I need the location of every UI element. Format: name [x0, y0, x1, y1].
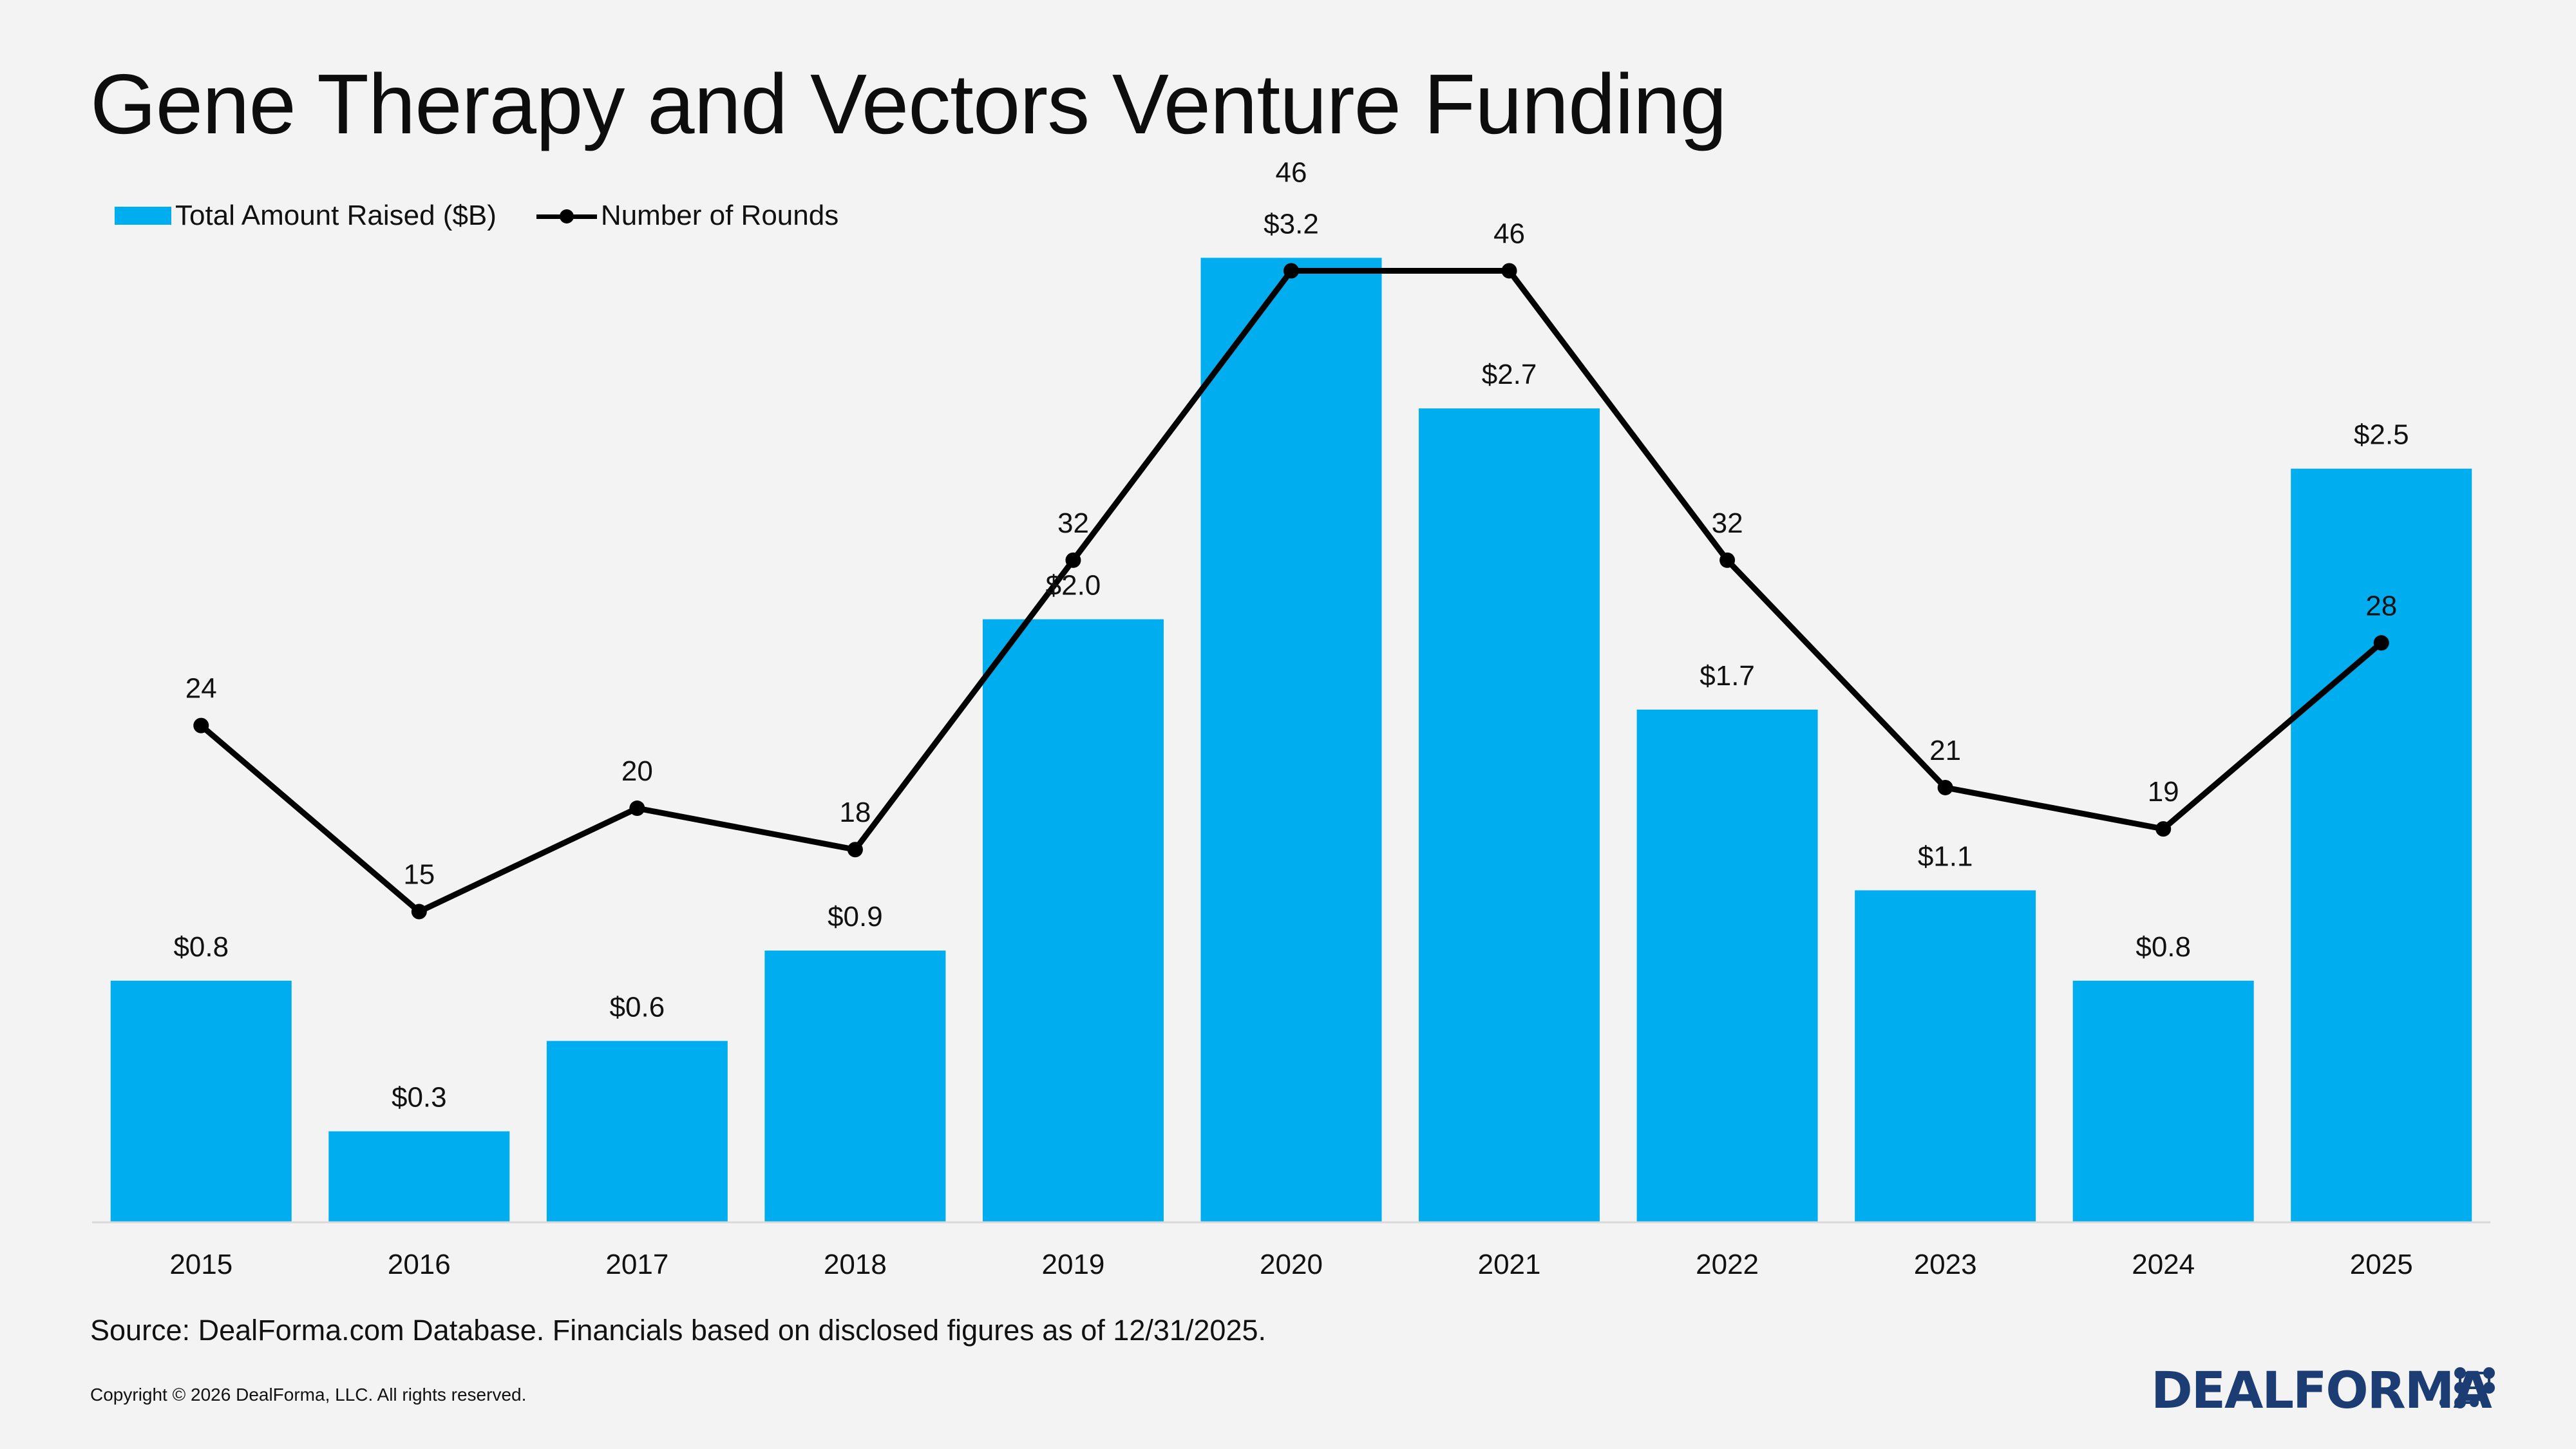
dealforma-logo: DEALFORMA	[2151, 1359, 2512, 1423]
x-tick-label: 2021	[1478, 1249, 1541, 1280]
rounds-point-2021	[1501, 263, 1517, 279]
bar-value-label: $0.6	[610, 991, 665, 1023]
copyright-note: Copyright © 2026 DealForma, LLC. All rig…	[90, 1385, 527, 1405]
bar-2024	[2072, 980, 2254, 1222]
labels-layer: $0.8 $0.3 $0.6 $0.9 $2.0 $3.2 $2.7 $1.7 $1.1 $0.8…	[169, 156, 2412, 1280]
logo-dots-icon	[2439, 1367, 2495, 1408]
bar-value-label: $2.0	[1046, 570, 1101, 601]
legend-swatch-bar	[115, 207, 171, 225]
rounds-value-label: 21	[1929, 735, 1961, 766]
rounds-point-2023	[1937, 779, 1953, 795]
x-tick-label: 2022	[1696, 1249, 1759, 1280]
bar-2022	[1636, 709, 1818, 1222]
bar-value-label: $0.8	[2136, 931, 2191, 963]
bar-value-label: $2.7	[1482, 359, 1537, 390]
legend-label-rounds: Number of Rounds	[600, 200, 839, 231]
rounds-point-2020	[1283, 263, 1299, 279]
x-tick-label: 2018	[824, 1249, 887, 1280]
x-tick-label: 2025	[2350, 1249, 2413, 1280]
rounds-point-2019	[1065, 552, 1081, 568]
bar-2016	[328, 1131, 510, 1222]
bar-2019	[982, 619, 1164, 1222]
x-tick-label: 2019	[1042, 1249, 1105, 1280]
bar-value-label: $0.3	[392, 1082, 447, 1113]
bar-value-label: $1.1	[1918, 841, 1973, 873]
bar-2015	[110, 980, 292, 1222]
bar-value-label: $0.8	[173, 931, 229, 963]
rounds-value-label: 20	[621, 755, 653, 787]
rounds-point-2015	[193, 717, 209, 734]
rounds-point-2022	[1719, 552, 1736, 568]
rounds-value-label: 18	[839, 797, 871, 828]
bars-layer	[110, 258, 2472, 1222]
source-note: Source: DealForma.com Database. Financia…	[90, 1314, 1267, 1347]
bar-2017	[546, 1041, 728, 1222]
bar-2021	[1419, 408, 1600, 1222]
x-tick-label: 2024	[2132, 1249, 2195, 1280]
legend-label-amount: Total Amount Raised ($B)	[175, 200, 497, 231]
x-tick-label: 2016	[388, 1249, 451, 1280]
bar-2023	[1855, 890, 2036, 1222]
rounds-point-2024	[2155, 821, 2172, 837]
x-tick-label: 2015	[169, 1249, 232, 1280]
rounds-point-2025	[2373, 635, 2389, 651]
bar-2025	[2291, 468, 2472, 1222]
bar-value-label: $0.9	[828, 901, 883, 933]
rounds-value-label: 46	[1276, 156, 1307, 188]
rounds-value-label: 19	[2148, 776, 2179, 808]
x-tick-label: 2023	[1914, 1249, 1977, 1280]
chart-title: Gene Therapy and Vectors Venture Funding	[90, 57, 1727, 151]
x-tick-label: 2017	[605, 1249, 668, 1280]
chart-legend: Total Amount Raised ($B) Number of Round…	[115, 196, 878, 235]
bar-2018	[764, 951, 946, 1222]
bar-value-label: $1.7	[1700, 660, 1755, 692]
line-layer	[193, 263, 2389, 920]
rounds-point-2018	[847, 842, 863, 858]
rounds-value-label: 32	[1712, 507, 1743, 539]
bar-2020	[1200, 258, 1382, 1222]
rounds-value-label: 24	[185, 673, 217, 705]
legend-item-rounds: Number of Rounds	[536, 200, 838, 232]
bar-value-label: $2.5	[2354, 419, 2409, 451]
rounds-value-label: 46	[1493, 218, 1525, 249]
rounds-value-label: 15	[403, 859, 435, 891]
bar-value-label: $3.2	[1264, 208, 1319, 240]
legend-swatch-line	[536, 203, 597, 229]
rounds-value-label: 28	[2365, 590, 2397, 621]
logo-wordmark: DEALFORMA	[2151, 1362, 2492, 1420]
rounds-point-2017	[629, 800, 645, 817]
rounds-point-2016	[411, 904, 427, 920]
legend-item-amount: Total Amount Raised ($B)	[115, 200, 497, 232]
x-tick-label: 2020	[1260, 1249, 1323, 1280]
rounds-value-label: 32	[1057, 507, 1089, 539]
